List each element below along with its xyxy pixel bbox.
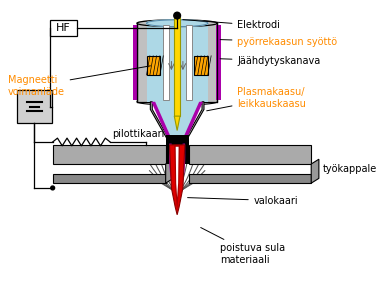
- Bar: [163, 25, 169, 100]
- Polygon shape: [311, 159, 319, 183]
- Text: HF: HF: [56, 23, 70, 33]
- Text: valokaari: valokaari: [187, 196, 298, 206]
- Polygon shape: [147, 23, 208, 102]
- Bar: [174, 18, 180, 116]
- Polygon shape: [150, 102, 172, 145]
- Bar: [17, 90, 52, 123]
- Polygon shape: [166, 159, 173, 183]
- Bar: [189, 173, 311, 183]
- Polygon shape: [147, 20, 208, 27]
- Bar: [53, 173, 166, 183]
- Polygon shape: [152, 102, 202, 145]
- Polygon shape: [137, 20, 218, 27]
- Text: Magneetti
voimanläde: Magneetti voimanläde: [8, 66, 151, 97]
- Bar: [147, 56, 160, 75]
- Circle shape: [174, 12, 181, 19]
- Bar: [216, 25, 221, 100]
- Text: pilottikaari: pilottikaari: [112, 129, 164, 139]
- Text: Plasmakaasu/
leikkauskaasu: Plasmakaasu/ leikkauskaasu: [207, 87, 306, 111]
- Text: pyörrekaasun syöttö: pyörrekaasun syöttö: [220, 37, 338, 47]
- Text: poistuva sula
materiaali: poistuva sula materiaali: [201, 228, 285, 265]
- Text: Jäähdytyskanava: Jäähdytyskanava: [220, 56, 321, 66]
- Text: Elektrodi: Elektrodi: [183, 20, 280, 30]
- Polygon shape: [182, 102, 204, 145]
- Bar: [166, 135, 189, 164]
- Polygon shape: [169, 145, 185, 215]
- Text: työkappale: työkappale: [323, 164, 377, 174]
- Bar: [186, 25, 191, 100]
- Bar: [133, 25, 138, 100]
- Polygon shape: [180, 102, 203, 145]
- Polygon shape: [176, 147, 179, 198]
- Bar: [50, 20, 77, 36]
- Bar: [194, 56, 208, 75]
- Bar: [189, 145, 311, 164]
- Circle shape: [51, 186, 55, 190]
- Polygon shape: [174, 116, 180, 130]
- Polygon shape: [151, 102, 174, 145]
- Bar: [53, 145, 166, 164]
- Polygon shape: [174, 145, 180, 212]
- Bar: [137, 23, 218, 102]
